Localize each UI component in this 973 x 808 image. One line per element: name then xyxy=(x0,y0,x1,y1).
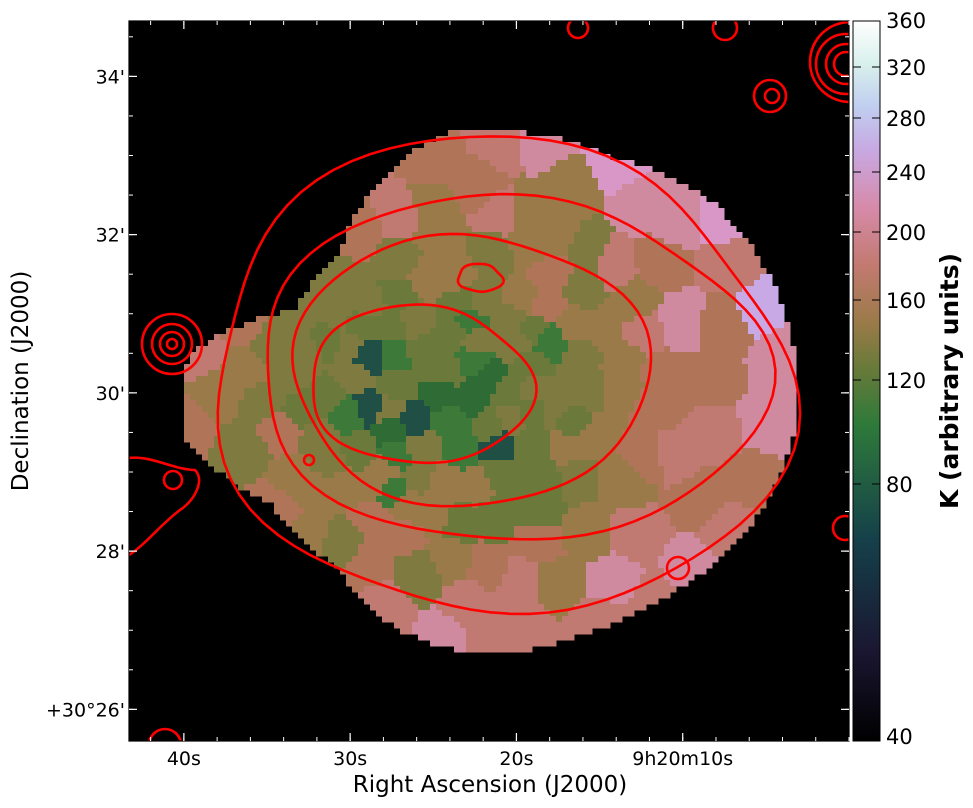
colorbar-label: K (arbitrary units) xyxy=(935,253,964,509)
colorbar-tick-label: 160 xyxy=(886,289,926,313)
point-source-contour xyxy=(566,21,590,40)
colorbar-tick-label: 360 xyxy=(886,9,926,33)
y-axis-label: Declination (J2000) xyxy=(8,271,34,492)
y-tick-label: 30' xyxy=(96,383,125,405)
edge-contour xyxy=(129,456,201,557)
point-source-contour xyxy=(665,555,691,581)
temperature-cells xyxy=(184,130,797,653)
point-source-contour xyxy=(831,514,849,542)
point-source-contour xyxy=(711,21,739,42)
contour-0 xyxy=(216,135,802,616)
x-tick-label: 9h20m10s xyxy=(632,748,733,770)
colorbar-tick-label: 40 xyxy=(886,725,913,749)
point-source-contour xyxy=(150,322,194,366)
contour-1 xyxy=(266,192,777,541)
x-tick-label: 30s xyxy=(333,748,367,770)
colorbar xyxy=(852,20,881,742)
contours xyxy=(129,21,849,741)
point-source-contour xyxy=(763,87,781,105)
point-source-contour xyxy=(148,727,182,741)
point-source-contour xyxy=(140,312,204,376)
contour-3 xyxy=(312,303,538,465)
y-tick-label: 28' xyxy=(96,541,125,563)
colorbar-tick-label: 200 xyxy=(886,221,926,245)
x-tick-label: 20s xyxy=(499,748,533,770)
point-source-contour xyxy=(814,32,849,96)
point-source-contour xyxy=(752,78,788,114)
point-source-contour xyxy=(162,469,184,491)
map-frame xyxy=(128,20,850,742)
contour-2 xyxy=(291,232,653,508)
x-axis: 40s 30s 20s 9h20m10s xyxy=(167,21,733,770)
y-tick-label: 34' xyxy=(96,66,125,88)
colorbar-ticks: 40 80 120 160 200 240 280 320 360 xyxy=(853,9,926,749)
point-source-contour xyxy=(158,330,186,358)
point-source-contour xyxy=(808,21,849,104)
point-source-contour xyxy=(302,453,316,467)
point-source-contour xyxy=(824,42,849,86)
point-source-contour xyxy=(165,337,179,351)
y-tick-label: 32' xyxy=(96,225,125,247)
y-axis: 34' 32' 30' 28' +30°26' xyxy=(46,66,849,721)
y-tick-label: +30°26' xyxy=(46,699,125,721)
colorbar-tick-label: 240 xyxy=(886,161,926,185)
contour-4 xyxy=(456,262,505,293)
colorbar-tick-label: 320 xyxy=(886,56,926,80)
colorbar-tick-label: 80 xyxy=(886,473,913,497)
x-tick-label: 40s xyxy=(167,748,201,770)
x-axis-label: Right Ascension (J2000) xyxy=(353,772,628,798)
colorbar-tick-label: 120 xyxy=(886,369,926,393)
colorbar-tick-label: 280 xyxy=(886,107,926,131)
